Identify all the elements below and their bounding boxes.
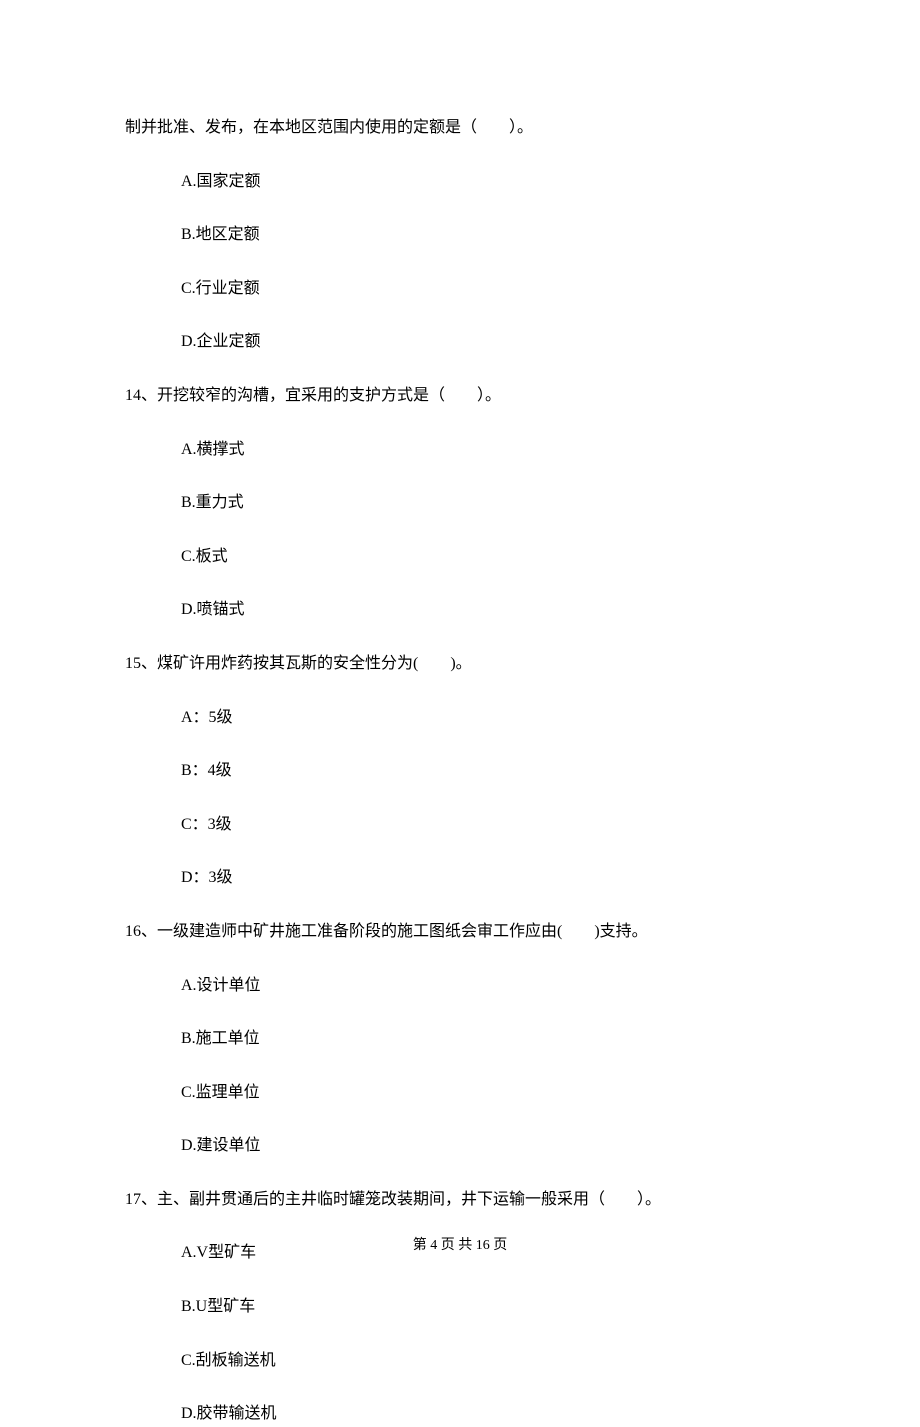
q15-text: 15、煤矿许用炸药按其瓦斯的安全性分为( )。 (125, 651, 795, 677)
q14-option-d: D.喷锚式 (125, 597, 795, 623)
q15-option-a: A：5级 (125, 705, 795, 731)
q13-option-a: A.国家定额 (125, 169, 795, 195)
q16-option-c: C.监理单位 (125, 1080, 795, 1106)
q14-option-b: B.重力式 (125, 490, 795, 516)
q17-option-d: D.胶带输送机 (125, 1401, 795, 1427)
q16-option-a: A.设计单位 (125, 973, 795, 999)
q14-option-a: A.横撑式 (125, 437, 795, 463)
page-content: 制并批准、发布，在本地区范围内使用的定额是（ ）。 A.国家定额 B.地区定额 … (0, 0, 920, 1427)
q16-option-d: D.建设单位 (125, 1133, 795, 1159)
question-15: 15、煤矿许用炸药按其瓦斯的安全性分为( )。 A：5级 B：4级 C：3级 D… (125, 651, 795, 891)
q17-option-c: C.刮板输送机 (125, 1348, 795, 1374)
question-14: 14、开挖较窄的沟槽，宜采用的支护方式是（ ）。 A.横撑式 B.重力式 C.板… (125, 383, 795, 623)
q13-option-d: D.企业定额 (125, 329, 795, 355)
q13-option-b: B.地区定额 (125, 222, 795, 248)
q15-option-d: D：3级 (125, 865, 795, 891)
q13-continuation: 制并批准、发布，在本地区范围内使用的定额是（ ）。 (125, 115, 795, 141)
q15-option-b: B：4级 (125, 758, 795, 784)
q15-option-c: C：3级 (125, 812, 795, 838)
q14-option-c: C.板式 (125, 544, 795, 570)
page-footer: 第 4 页 共 16 页 (0, 1234, 920, 1254)
q16-text: 16、一级建造师中矿井施工准备阶段的施工图纸会审工作应由( )支持。 (125, 919, 795, 945)
q17-option-b: B.U型矿车 (125, 1294, 795, 1320)
question-16: 16、一级建造师中矿井施工准备阶段的施工图纸会审工作应由( )支持。 A.设计单… (125, 919, 795, 1159)
question-17: 17、主、副井贯通后的主井临时罐笼改装期间，井下运输一般采用（ ）。 A.V型矿… (125, 1187, 795, 1427)
q16-option-b: B.施工单位 (125, 1026, 795, 1052)
q14-text: 14、开挖较窄的沟槽，宜采用的支护方式是（ ）。 (125, 383, 795, 409)
q13-option-c: C.行业定额 (125, 276, 795, 302)
q17-text: 17、主、副井贯通后的主井临时罐笼改装期间，井下运输一般采用（ ）。 (125, 1187, 795, 1213)
question-13-options: A.国家定额 B.地区定额 C.行业定额 D.企业定额 (125, 169, 795, 355)
